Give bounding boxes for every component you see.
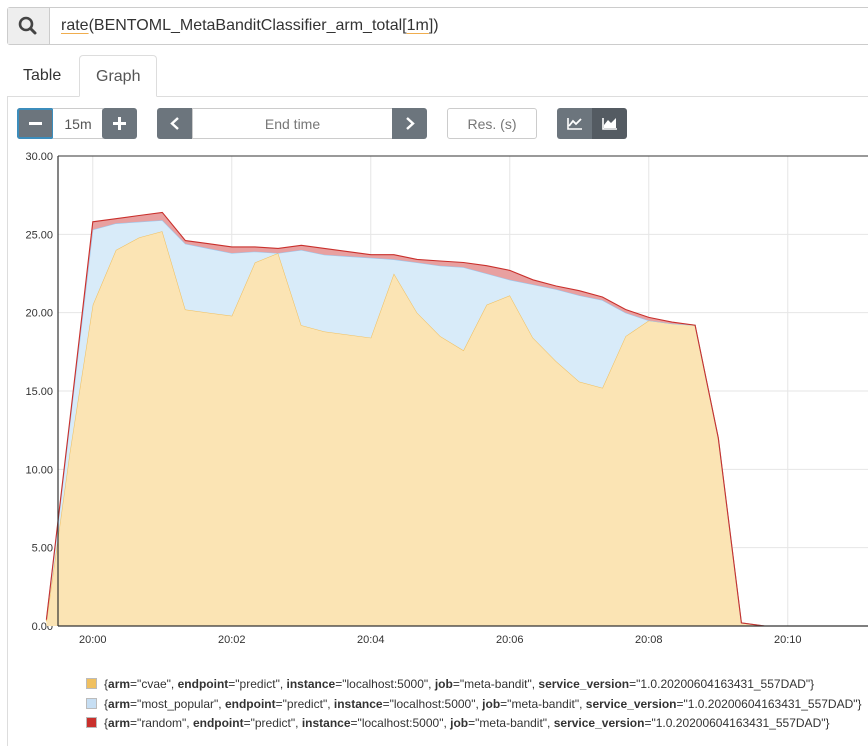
line-chart-button[interactable]: [557, 108, 593, 139]
legend-endpoint: predict: [254, 716, 291, 730]
legend-swatch-cvae: [86, 678, 97, 689]
stacked-area-icon: [602, 118, 617, 130]
stacked-chart-button[interactable]: [592, 108, 627, 139]
expression-text[interactable]: rate(BENTOML_MetaBanditClassifier_arm_to…: [61, 17, 439, 35]
search-button[interactable]: [8, 8, 50, 44]
minus-icon: [29, 122, 42, 125]
legend-job: meta-bandit: [464, 677, 528, 691]
query-function: rate: [61, 17, 89, 34]
legend-service-version: 1.0.20200604163431_557DAD: [655, 716, 822, 730]
next-time-button[interactable]: [392, 108, 427, 139]
legend-arm: cvae: [141, 677, 167, 691]
query-metric: (BENTOML_MetaBanditClassifier_arm_total[: [88, 17, 407, 34]
decrease-range-button[interactable]: [17, 108, 54, 139]
legend-arm: most_popular: [141, 697, 215, 711]
legend-job: meta-bandit: [479, 716, 543, 730]
tab-graph[interactable]: Graph: [79, 55, 158, 97]
legend-item-random[interactable]: {arm="random", endpoint="predict", insta…: [86, 716, 830, 730]
query-range: 1m: [406, 17, 429, 34]
chevron-left-icon: [170, 117, 179, 130]
legend-service-version: 1.0.20200604163431_557DAD: [640, 677, 806, 691]
legend-instance: localhost:5000: [346, 677, 424, 691]
legend-job: meta-bandit: [511, 697, 575, 711]
query-close: ]): [428, 17, 439, 34]
tab-table[interactable]: Table: [23, 67, 62, 84]
legend-swatch-most-popular: [86, 698, 97, 709]
legend-item-most-popular[interactable]: {arm="most_popular", endpoint="predict",…: [86, 697, 862, 711]
plus-icon: [113, 117, 126, 130]
legend-service-version: 1.0.20200604163431_557DAD: [687, 697, 854, 711]
chevron-right-icon: [406, 117, 415, 130]
end-time-input[interactable]: End time: [192, 108, 393, 139]
legend-instance: localhost:5000: [393, 697, 472, 711]
legend-item-cvae[interactable]: {arm="cvae", endpoint="predict", instanc…: [86, 677, 814, 691]
resolution-input[interactable]: Res. (s): [447, 108, 537, 139]
view-tabs: Table Graph: [7, 55, 868, 97]
increase-range-button[interactable]: [102, 108, 137, 139]
search-icon: [18, 16, 37, 35]
range-input[interactable]: 15m: [53, 108, 103, 139]
graph-panel: [7, 96, 868, 746]
previous-time-button[interactable]: [157, 108, 193, 139]
line-chart-icon: [567, 118, 582, 130]
legend-instance: localhost:5000: [361, 716, 440, 730]
legend-endpoint: predict: [239, 677, 276, 691]
legend-arm: random: [141, 716, 182, 730]
legend-endpoint: predict: [286, 697, 323, 711]
legend-swatch-random: [86, 717, 97, 728]
expression-input[interactable]: rate(BENTOML_MetaBanditClassifier_arm_to…: [7, 7, 868, 45]
